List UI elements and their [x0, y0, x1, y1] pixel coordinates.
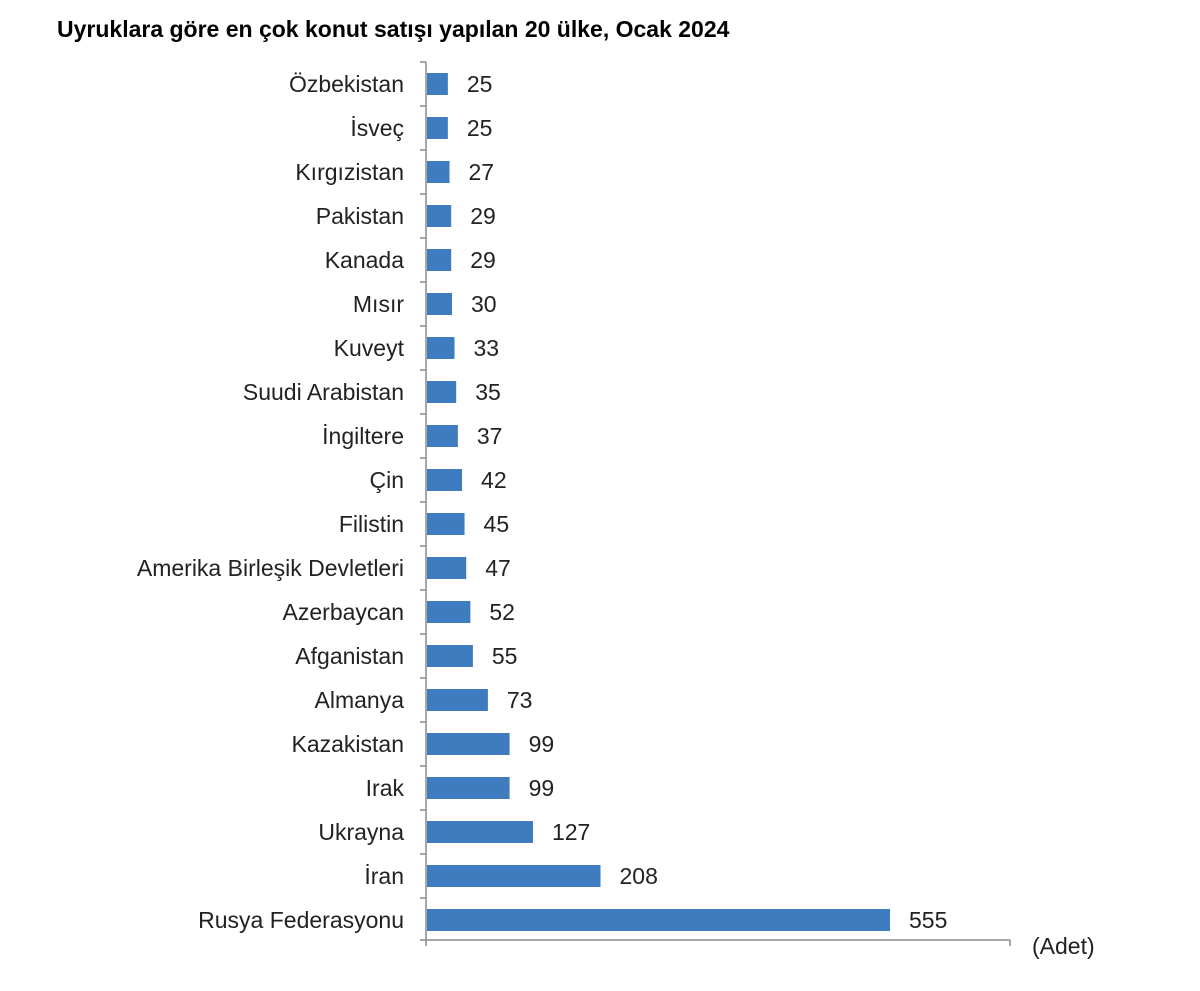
category-label-amerika-birlesik-devletleri: Amerika Birleşik Devletleri: [137, 555, 404, 581]
chart-title: Uyruklara göre en çok konut satışı yapıl…: [57, 16, 730, 42]
category-label-cin: Çin: [369, 467, 404, 493]
bar-kazakistan: [427, 733, 510, 755]
bar-rusya-federasyonu: [427, 909, 890, 931]
value-label-ingiltere: 37: [477, 423, 503, 449]
value-label-filistin: 45: [484, 511, 510, 537]
category-label-kanada: Kanada: [325, 247, 405, 273]
bar-suudi-arabistan: [427, 381, 457, 403]
axes: (Adet): [420, 61, 1095, 959]
bar-kirgizistan: [427, 161, 450, 183]
category-label-pakistan: Pakistan: [316, 203, 404, 229]
value-label-amerika-birlesik-devletleri: 47: [485, 555, 511, 581]
bar-misir: [427, 293, 453, 315]
value-label-kuveyt: 33: [474, 335, 500, 361]
value-label-isvec: 25: [467, 115, 493, 141]
category-label-azerbaycan: Azerbaycan: [283, 599, 404, 625]
category-label-almanya: Almanya: [315, 687, 405, 713]
category-labels: Özbekistan İsveç Kırgızistan Pakistan Kanada…: [137, 71, 405, 933]
unit-label: (Adet): [1032, 933, 1095, 959]
value-label-suudi-arabistan: 35: [475, 379, 501, 405]
category-label-misir: Mısır: [353, 291, 404, 317]
bar-cin: [427, 469, 463, 491]
value-label-cin: 42: [481, 467, 507, 493]
value-label-kirgizistan: 27: [469, 159, 495, 185]
bar-iran: [427, 865, 601, 887]
bars: [427, 73, 890, 931]
bar-almanya: [427, 689, 488, 711]
bar-ingiltere: [427, 425, 458, 447]
category-label-rusya-federasyonu: Rusya Federasyonu: [198, 907, 404, 933]
value-label-ukrayna: 127: [552, 819, 590, 845]
value-label-afganistan: 55: [492, 643, 518, 669]
bar-ozbekistan: [427, 73, 448, 95]
category-label-iran: İran: [364, 863, 404, 889]
category-label-kuveyt: Kuveyt: [334, 335, 405, 361]
value-label-kazakistan: 99: [529, 731, 555, 757]
value-label-azerbaycan: 52: [489, 599, 515, 625]
category-label-afganistan: Afganistan: [295, 643, 404, 669]
value-label-irak: 99: [529, 775, 555, 801]
category-label-ingiltere: İngiltere: [322, 423, 404, 449]
bar-kanada: [427, 249, 452, 271]
bar-pakistan: [427, 205, 452, 227]
value-label-ozbekistan: 25: [467, 71, 493, 97]
bar-azerbaycan: [427, 601, 471, 623]
bar-filistin: [427, 513, 465, 535]
category-label-kazakistan: Kazakistan: [291, 731, 404, 757]
bar-irak: [427, 777, 510, 799]
category-label-kirgizistan: Kırgızistan: [295, 159, 404, 185]
bar-ukrayna: [427, 821, 533, 843]
category-label-ozbekistan: Özbekistan: [289, 71, 404, 97]
value-label-iran: 208: [620, 863, 658, 889]
bar-kuveyt: [427, 337, 455, 359]
category-label-isvec: İsveç: [350, 115, 404, 141]
category-label-irak: Irak: [366, 775, 405, 801]
category-label-ukrayna: Ukrayna: [318, 819, 404, 845]
bar-afganistan: [427, 645, 473, 667]
value-label-kanada: 29: [470, 247, 496, 273]
value-label-rusya-federasyonu: 555: [909, 907, 947, 933]
category-label-suudi-arabistan: Suudi Arabistan: [243, 379, 404, 405]
value-label-misir: 30: [471, 291, 497, 317]
category-label-filistin: Filistin: [339, 511, 404, 537]
bar-amerika-birlesik-devletleri: [427, 557, 467, 579]
value-label-pakistan: 29: [470, 203, 496, 229]
value-label-almanya: 73: [507, 687, 533, 713]
value-labels: 25 25 27 29 29 30 33 35 37 42 45 47 52 55 73 99 99 127 208…: [467, 71, 948, 933]
bar-isvec: [427, 117, 448, 139]
